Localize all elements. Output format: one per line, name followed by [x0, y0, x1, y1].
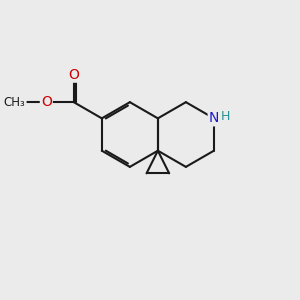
Text: CH₃: CH₃ — [4, 96, 26, 109]
Text: H: H — [221, 110, 230, 123]
Text: O: O — [41, 95, 52, 109]
Text: O: O — [68, 68, 79, 82]
Text: N: N — [209, 111, 219, 125]
